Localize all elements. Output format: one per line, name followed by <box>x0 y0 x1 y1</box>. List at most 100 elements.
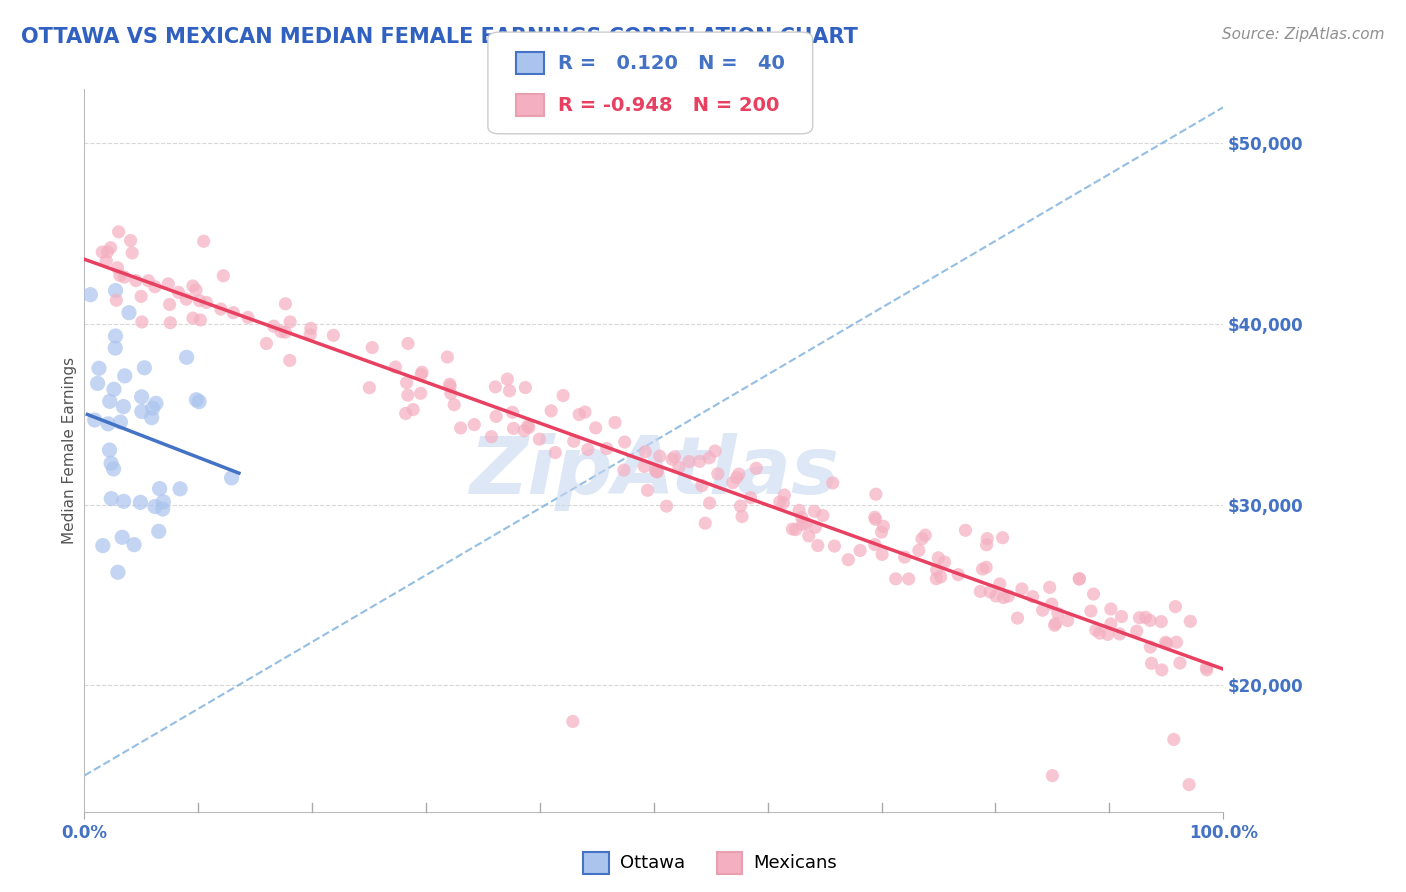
Point <box>143 279 166 293</box>
Point <box>481 430 503 444</box>
Point <box>121 246 143 260</box>
Point <box>450 421 472 435</box>
Point <box>1195 660 1218 674</box>
Point <box>979 585 1001 599</box>
Point <box>143 500 166 514</box>
Point <box>1163 732 1185 747</box>
Point <box>1150 615 1173 629</box>
Point <box>436 350 458 364</box>
Point <box>1099 616 1122 631</box>
Point <box>934 555 956 569</box>
Point <box>485 409 508 424</box>
Point <box>188 293 211 308</box>
Point <box>86 376 108 391</box>
Y-axis label: Median Female Earnings: Median Female Earnings <box>62 357 77 544</box>
Point <box>104 329 127 343</box>
Point <box>678 454 700 468</box>
Point <box>576 442 599 457</box>
Point <box>97 417 120 431</box>
Point <box>782 522 804 536</box>
Point <box>976 532 998 546</box>
Point <box>152 495 174 509</box>
Point <box>270 325 292 339</box>
Point <box>114 270 136 285</box>
Point <box>104 284 127 298</box>
Point <box>79 287 101 301</box>
Point <box>704 444 727 458</box>
Text: OTTAWA VS MEXICAN MEDIAN FEMALE EARNINGS CORRELATION CHART: OTTAWA VS MEXICAN MEDIAN FEMALE EARNINGS… <box>21 27 858 46</box>
Point <box>690 478 713 492</box>
Point <box>721 475 744 490</box>
Point <box>443 398 465 412</box>
Point <box>188 394 211 409</box>
Point <box>299 321 322 335</box>
Point <box>1099 602 1122 616</box>
Point <box>870 525 893 540</box>
Point <box>794 516 817 531</box>
Point <box>1069 572 1091 586</box>
Point <box>807 539 830 553</box>
Point <box>773 488 796 502</box>
Point <box>865 487 887 501</box>
Point <box>110 415 132 429</box>
Point <box>322 328 344 343</box>
Point <box>87 361 110 376</box>
Point <box>849 543 872 558</box>
Point <box>787 503 810 517</box>
Point <box>1150 663 1173 677</box>
Point <box>515 380 537 394</box>
Point <box>1164 599 1187 614</box>
Point <box>707 467 730 481</box>
Point <box>1195 663 1218 677</box>
Point <box>769 495 792 509</box>
Point <box>496 372 519 386</box>
Point <box>790 510 813 524</box>
Point <box>114 368 136 383</box>
Point <box>529 432 551 446</box>
Point <box>222 306 245 320</box>
Point <box>585 421 607 435</box>
Point <box>83 413 105 427</box>
Point <box>792 517 814 532</box>
Point <box>134 360 156 375</box>
Point <box>1156 637 1178 651</box>
Point <box>361 341 384 355</box>
Point <box>159 297 181 311</box>
Point <box>1021 590 1043 604</box>
Point <box>263 319 285 334</box>
Point <box>104 341 127 355</box>
Text: R = -0.948   N = 200: R = -0.948 N = 200 <box>558 95 779 114</box>
Point <box>603 416 626 430</box>
Point <box>107 225 129 239</box>
Point <box>1135 610 1157 624</box>
Point <box>516 419 538 434</box>
Point <box>948 567 970 582</box>
Point <box>108 268 131 283</box>
Point <box>997 589 1019 603</box>
Point <box>103 382 125 396</box>
Point <box>131 315 153 329</box>
Point <box>925 572 948 586</box>
Point <box>574 405 596 419</box>
Point <box>131 390 153 404</box>
Point <box>142 401 165 416</box>
Point <box>984 589 1007 603</box>
Point <box>359 381 381 395</box>
Point <box>103 462 125 476</box>
Point <box>1040 597 1063 611</box>
Point <box>100 491 122 506</box>
Point <box>176 351 198 365</box>
Point <box>395 406 418 420</box>
Point <box>236 310 259 325</box>
Point <box>553 388 575 402</box>
Point <box>209 302 232 317</box>
Point <box>440 386 463 401</box>
Point <box>699 496 721 510</box>
Point <box>725 470 748 484</box>
Point <box>540 404 562 418</box>
Point <box>863 510 886 524</box>
Point <box>254 336 277 351</box>
Point <box>439 377 461 392</box>
Point <box>929 570 952 584</box>
Point <box>1111 609 1133 624</box>
